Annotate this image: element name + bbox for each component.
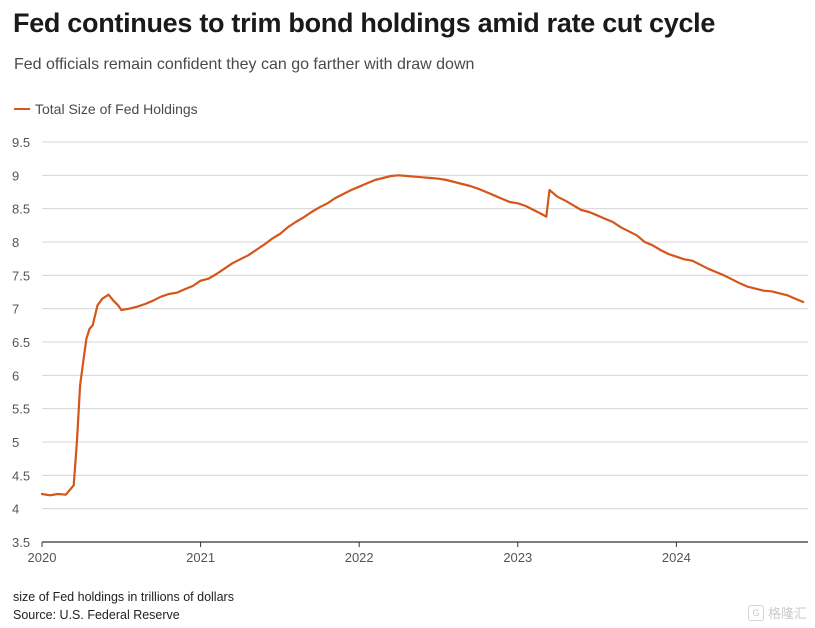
x-axis-ticks: 2020 2021 2022 2023 2024 [28, 542, 691, 565]
x-tick-label: 2022 [345, 550, 374, 565]
y-tick-label: 8 [12, 235, 19, 250]
line-chart: 3.5 4 4.5 5 5.5 6 6.5 7 7.5 8 8.5 9 9.5 2020 2021 2022… [12, 135, 808, 565]
y-tick-label: 5 [12, 435, 19, 450]
legend-label: Total Size of Fed Holdings [35, 101, 198, 117]
x-tick-label: 2024 [662, 550, 691, 565]
chart-source: Source: U.S. Federal Reserve [13, 608, 180, 622]
watermark: G 格隆汇 [747, 603, 807, 622]
y-tick-label: 5.5 [12, 402, 30, 417]
y-axis-ticks: 3.5 4 4.5 5 5.5 6 6.5 7 7.5 8 8.5 9 9.5 [12, 135, 30, 550]
y-tick-label: 7.5 [12, 268, 30, 283]
x-tick-label: 2020 [28, 550, 57, 565]
y-tick-label: 4 [12, 502, 19, 517]
legend: Total Size of Fed Holdings [14, 101, 198, 117]
y-tick-label: 6 [12, 368, 19, 383]
y-tick-label: 8.5 [12, 202, 30, 217]
y-tick-label: 9 [12, 168, 19, 183]
x-tick-label: 2023 [503, 550, 532, 565]
grid-lines [42, 141, 808, 543]
y-tick-label: 9.5 [12, 135, 30, 150]
y-tick-label: 6.5 [12, 335, 30, 350]
chart-title: Fed continues to trim bond holdings amid… [13, 8, 716, 38]
watermark-text: 格隆汇 [767, 606, 807, 621]
x-tick-label: 2021 [186, 550, 215, 565]
y-tick-label: 3.5 [12, 535, 30, 550]
series-line-fed-holdings [40, 174, 805, 497]
legend-swatch [14, 107, 30, 111]
chart-subtitle: Fed officials remain confident they can … [14, 56, 475, 73]
chart-note: size of Fed holdings in trillions of dol… [13, 590, 234, 604]
watermark-logo-icon: G [747, 604, 764, 621]
y-tick-label: 7 [12, 302, 19, 317]
series-layer [40, 174, 805, 497]
y-tick-label: 4.5 [12, 468, 30, 483]
